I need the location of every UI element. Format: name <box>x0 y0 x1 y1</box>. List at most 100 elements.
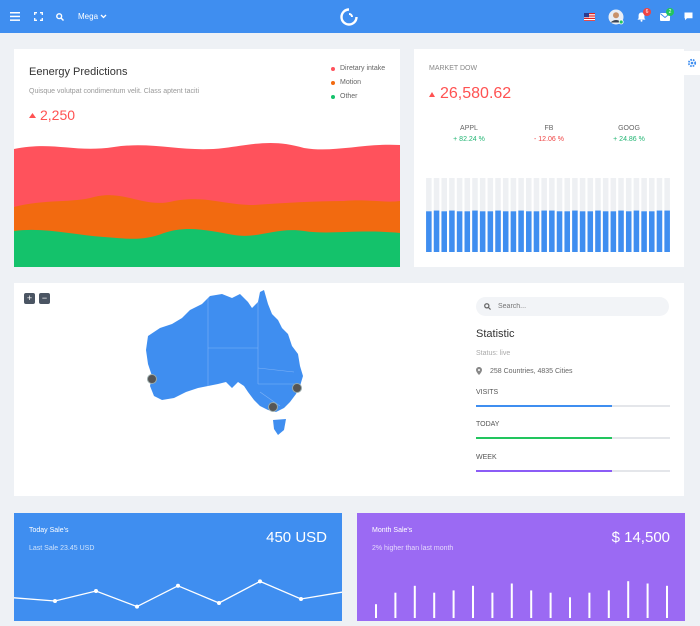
map-pin-icon <box>476 367 482 375</box>
month-sales-bar <box>666 585 668 618</box>
arrow-up-icon <box>29 112 36 118</box>
fullscreen-icon[interactable] <box>34 0 43 33</box>
month-sales-card: Month Sale's 2% higher than last month $… <box>357 513 685 621</box>
legend-dot <box>331 80 335 85</box>
settings-panel-toggle[interactable] <box>684 51 700 75</box>
ticker-appl[interactable]: APPL + 82.24 % <box>439 125 499 143</box>
today-progress <box>476 437 670 439</box>
week-label: WEEK <box>476 454 497 461</box>
market-bar <box>502 211 509 252</box>
energy-value: 2,250 <box>29 107 75 123</box>
card-title: Month Sale's <box>372 527 413 534</box>
market-bar <box>449 210 455 252</box>
market-bar <box>587 211 594 252</box>
chevron-down-icon <box>100 14 107 19</box>
search-icon[interactable] <box>56 0 64 33</box>
tasmania <box>273 419 286 435</box>
market-bar <box>518 210 524 252</box>
bell-icon[interactable] <box>637 0 646 33</box>
energy-area-chart <box>14 142 400 267</box>
market-bar <box>641 211 647 252</box>
visits-progress-fill <box>476 405 612 407</box>
line-point <box>217 601 221 605</box>
map-marker[interactable] <box>147 374 157 384</box>
month-sales-bar <box>491 592 494 618</box>
market-bar <box>618 210 624 252</box>
legend-label: Diretary intake <box>340 65 386 72</box>
mega-menu[interactable]: Mega <box>78 0 107 33</box>
market-bar <box>464 211 471 252</box>
area-other <box>14 229 400 267</box>
brand-logo[interactable] <box>340 0 358 33</box>
market-bar <box>426 211 432 252</box>
month-sales-bar <box>627 581 630 618</box>
market-bar <box>602 211 609 252</box>
legend-dot <box>331 94 335 99</box>
market-bar <box>441 211 447 252</box>
month-sales-bar <box>530 590 533 618</box>
statistic-title: Statistic <box>476 328 515 340</box>
market-bar <box>572 210 578 252</box>
month-sales-bar <box>607 590 610 618</box>
market-bar <box>579 211 586 252</box>
language-flag-icon[interactable] <box>584 0 595 33</box>
market-bar <box>472 210 478 252</box>
today-label: TODAY <box>476 421 500 428</box>
market-bar <box>510 211 517 252</box>
ticker-name: APPL <box>460 125 478 132</box>
zoom-out-button[interactable]: − <box>39 293 50 304</box>
ticker-name: FB <box>544 125 554 132</box>
card-title: Today Sale's <box>29 527 69 534</box>
market-bar <box>595 210 601 252</box>
month-sales-bar <box>472 585 474 618</box>
energy-value-text: 2,250 <box>40 107 76 123</box>
visits-progress <box>476 405 670 407</box>
australia-mainland <box>146 290 303 412</box>
market-bar <box>533 211 540 252</box>
line-point <box>258 579 262 584</box>
ticker-goog[interactable]: GOOG + 24.86 % <box>599 125 659 143</box>
menu-icon[interactable] <box>10 0 20 33</box>
card-subtitle: Quisque volutpat condimentum velit. Clas… <box>29 88 200 95</box>
search-field[interactable] <box>476 297 669 316</box>
ticker-change: + 24.86 % <box>613 136 645 143</box>
month-sales-bar <box>588 592 591 618</box>
market-bar <box>549 210 555 252</box>
notification-count-badge: 6 <box>643 8 651 16</box>
market-bar <box>664 210 670 252</box>
location-text: 258 Countries, 4835 Cities <box>490 367 573 375</box>
message-count-badge: 2 <box>666 8 674 16</box>
user-avatar[interactable] <box>608 0 624 33</box>
gear-icon <box>687 58 697 68</box>
month-sales-bar <box>433 592 436 618</box>
line-point <box>135 604 139 609</box>
month-sales-value: $ 14,500 <box>611 529 670 546</box>
search-input[interactable] <box>498 303 648 310</box>
mail-icon[interactable] <box>660 0 670 33</box>
today-sales-card: Today Sale's Last Sale 23.45 USD 450 USD <box>14 513 342 621</box>
market-bar <box>526 211 532 252</box>
map-marker[interactable] <box>268 402 278 412</box>
legend-label: Motion <box>340 79 362 86</box>
market-bar <box>610 211 617 252</box>
zoom-in-button[interactable]: + <box>24 293 35 304</box>
market-bar <box>625 211 632 252</box>
week-progress-fill <box>476 470 612 472</box>
ticker-name: GOOG <box>618 125 640 132</box>
month-sales-bar <box>646 583 649 618</box>
week-progress <box>476 470 670 472</box>
line-point <box>176 583 180 588</box>
month-sales-bar <box>569 597 571 618</box>
ticker-fb[interactable]: FB - 12.06 % <box>519 125 579 143</box>
today-sales-value: 450 USD <box>266 529 327 546</box>
month-sales-bar <box>510 583 513 618</box>
legend-dot <box>331 66 335 71</box>
line-point <box>53 599 57 603</box>
market-bar <box>456 211 463 252</box>
australia-map[interactable] <box>140 288 320 440</box>
map-marker[interactable] <box>292 383 302 393</box>
ticker-change: + 82.24 % <box>453 136 485 143</box>
market-bar <box>541 210 547 252</box>
chat-icon[interactable] <box>684 0 693 33</box>
search-icon <box>484 303 491 310</box>
